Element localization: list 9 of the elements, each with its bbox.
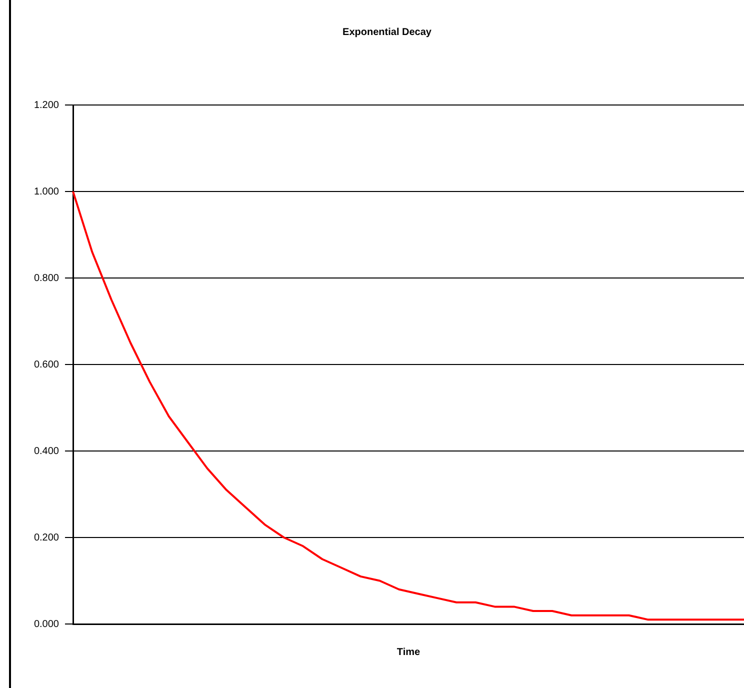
y-tick-label: 0.400 — [34, 446, 60, 457]
y-tick-label: 0.600 — [34, 359, 60, 370]
x-axis-title: Time — [396, 646, 421, 658]
y-tick-label: 0.200 — [34, 532, 60, 544]
y-tick-label: 0.800 — [34, 272, 60, 284]
y-tick-label: 0.000 — [34, 618, 60, 630]
chart-title: Exponential Decay — [342, 26, 432, 38]
y-tick-label: 1.000 — [34, 186, 60, 198]
y-tick-label: 1.200 — [34, 100, 60, 111]
